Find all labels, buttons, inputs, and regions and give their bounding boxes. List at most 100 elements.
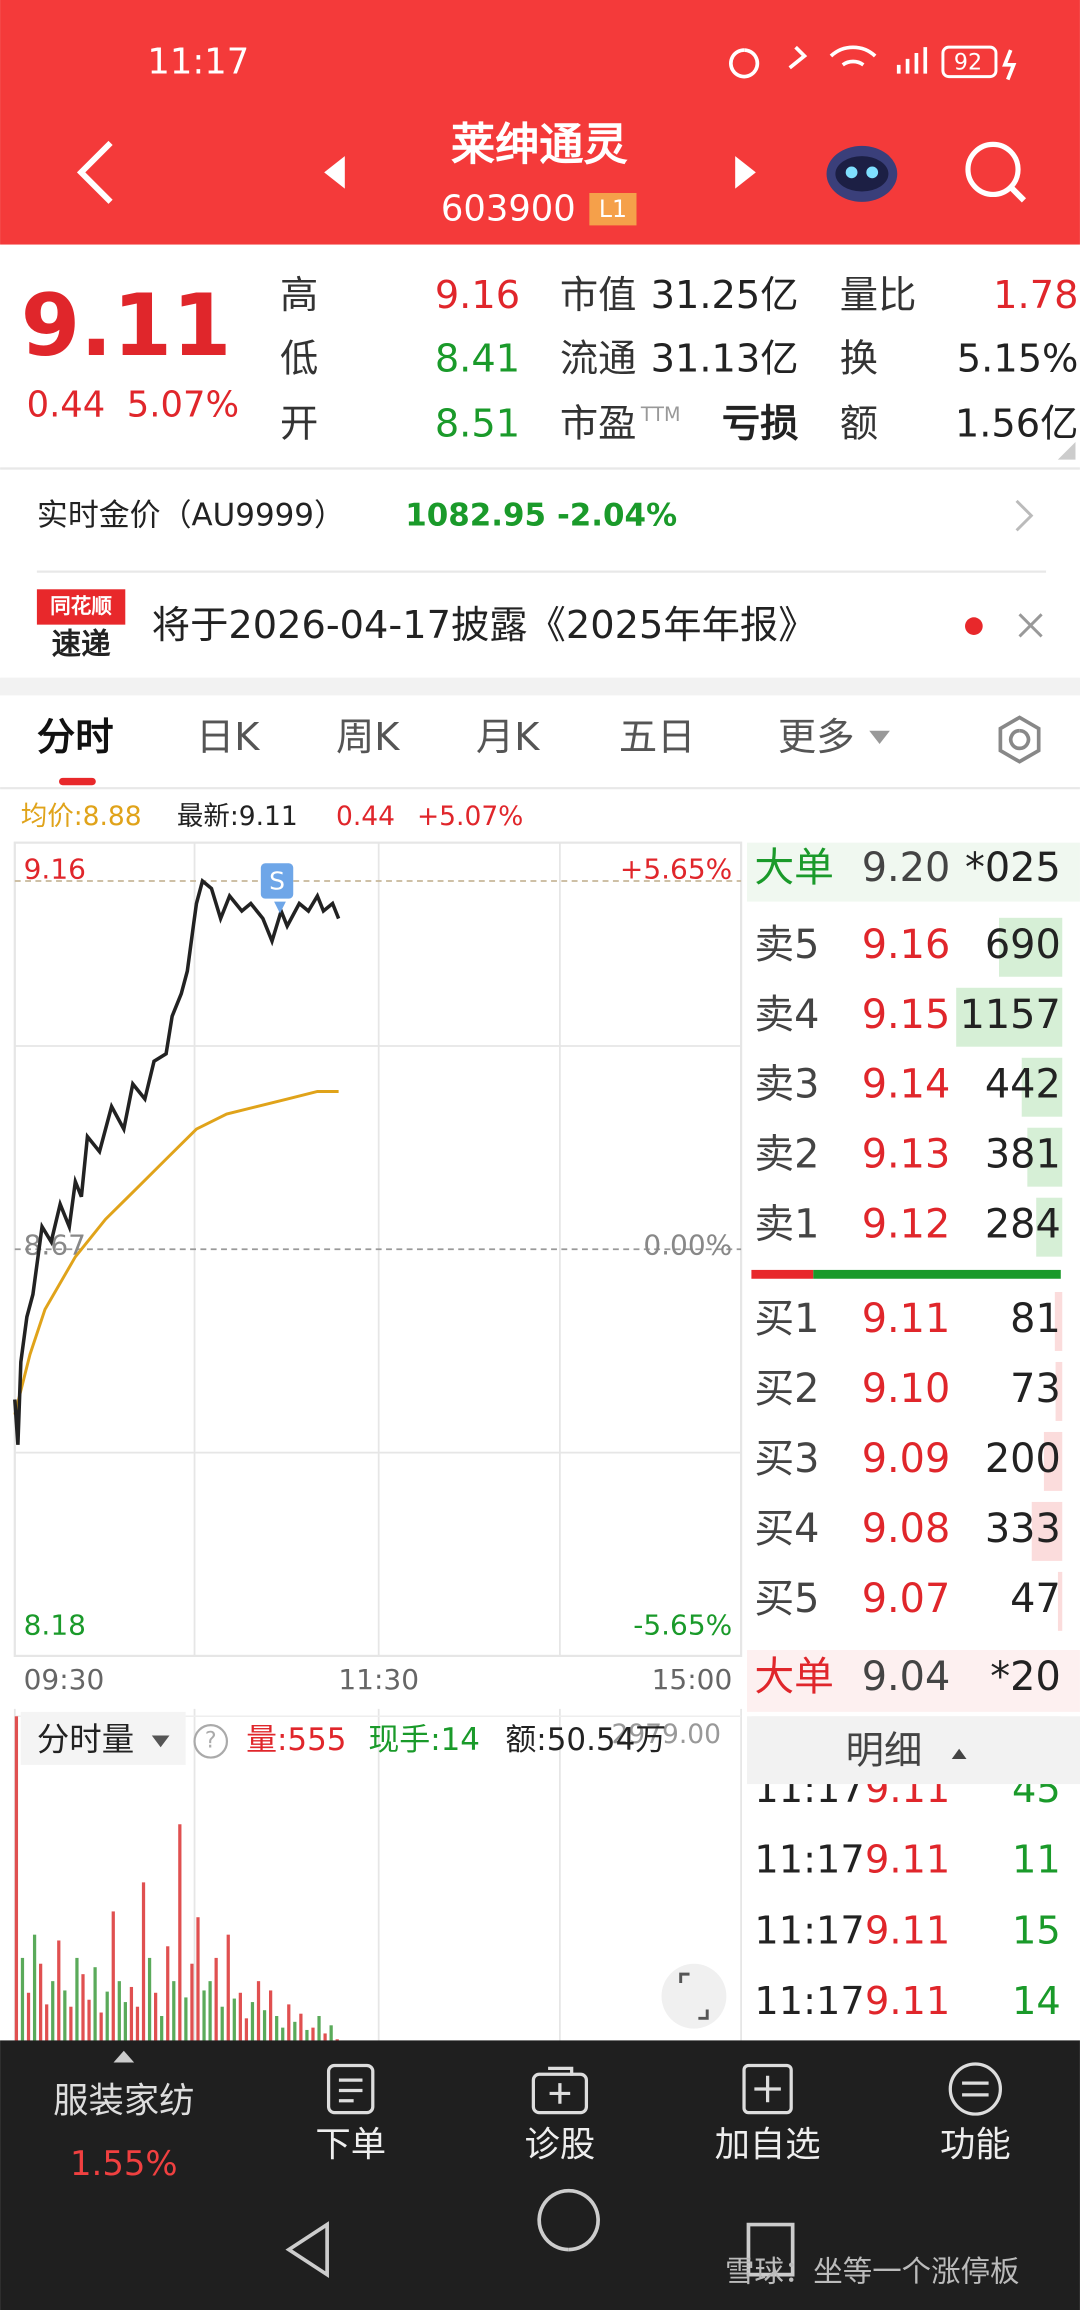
stat-label: 开: [280, 401, 318, 446]
nav-icons: [326, 2062, 1003, 2116]
volume-title[interactable]: 分时量: [37, 1720, 134, 1758]
settings-icon[interactable]: [998, 715, 1041, 764]
battery-level: 92: [954, 49, 982, 75]
book-volume: *20: [990, 1654, 1060, 1700]
volume-bar: [117, 1981, 121, 2063]
book-price: 9.16: [862, 922, 951, 968]
next-stock[interactable]: [735, 156, 756, 189]
price-line: [13, 877, 341, 1445]
trade-volume: 14: [1012, 1979, 1061, 2024]
book-label: 大单: [754, 845, 834, 891]
volume-bar: [75, 1957, 79, 2063]
sector-arrow: [113, 2050, 135, 2063]
volume-depth-bar: [1043, 1431, 1063, 1491]
header-bg: [0, 0, 1080, 245]
system-nav[interactable]: [285, 2188, 795, 2279]
assistant-icon[interactable]: [826, 145, 898, 202]
tab[interactable]: 日K: [196, 715, 260, 760]
volume-depth-bar: [1054, 1292, 1063, 1351]
volume-bar: [256, 1981, 261, 2063]
book-price: 9.07: [862, 1576, 951, 1622]
stat-label: 换: [840, 336, 878, 381]
nav-item[interactable]: 下单: [315, 2124, 386, 2165]
close-notice[interactable]: [1018, 613, 1043, 638]
volume-bar: [250, 2002, 255, 2063]
gold-label[interactable]: 实时金价（AU9999）: [37, 498, 345, 534]
book-price: 9.15: [862, 992, 951, 1038]
big-order-bg: [746, 842, 1080, 902]
book-price: 9.10: [862, 1366, 951, 1412]
nav-item[interactable]: 功能: [940, 2124, 1011, 2165]
volume-bar: [32, 1934, 37, 2063]
prev-stock[interactable]: [324, 156, 345, 189]
book-label: 卖4: [754, 992, 819, 1038]
detail-tab[interactable]: 明细: [846, 1729, 923, 1774]
latest-price: 最新:9.11: [177, 801, 298, 832]
trade-volume: 11: [1012, 1838, 1061, 1883]
stock-name: 莱绅通灵: [451, 119, 629, 170]
volume-bar: [232, 1998, 236, 2063]
book-label: 买2: [754, 1366, 819, 1412]
help-icon[interactable]: [193, 1724, 229, 1759]
volume-bar: [51, 1981, 55, 2063]
book-label: 买4: [754, 1506, 819, 1552]
stat-label-sup: TTM: [640, 403, 681, 426]
volume-bar: [147, 1957, 152, 2063]
stat-value: 31.13亿: [651, 336, 799, 381]
gold-chevron[interactable]: [1015, 499, 1034, 532]
stat-label: 低: [280, 336, 318, 381]
stat-label: 高: [280, 273, 318, 318]
nav-item[interactable]: 诊股: [525, 2124, 596, 2165]
price-axis-label: 9.16: [24, 853, 86, 886]
last-price: 9.11: [21, 277, 232, 376]
detail-arrow: [951, 1748, 967, 1760]
volume-bar: [26, 1992, 31, 2063]
status-icons: [729, 45, 1017, 81]
volume-bar: [129, 1986, 134, 2063]
volume-bar: [238, 1992, 242, 2063]
book-price: 9.13: [862, 1132, 951, 1178]
stat-label: 额: [840, 401, 878, 446]
stat-label: 量比: [840, 273, 917, 318]
separator: [0, 467, 1080, 790]
tab-underline: [58, 777, 96, 786]
volume-bar: [172, 1981, 176, 2063]
tab[interactable]: 五日: [619, 715, 696, 760]
avg-price: 均价:8.88: [21, 801, 142, 832]
volume-tick-label: 2979.00: [611, 1719, 721, 1750]
volume-bar: [178, 1824, 182, 2063]
volume-bar: [299, 2013, 303, 2063]
search-icon[interactable]: [965, 141, 1027, 203]
tab[interactable]: 分时: [37, 715, 114, 760]
book-price: 9.09: [862, 1436, 951, 1482]
stat-label: 市盈: [560, 401, 637, 446]
volume-bar: [287, 2004, 291, 2063]
battery-icon: [941, 45, 998, 79]
nav-item[interactable]: 加自选: [715, 2124, 821, 2165]
info-change-pct: +5.07%: [417, 801, 523, 832]
trade-price: 9.11: [865, 1979, 950, 2024]
volume-bar: [220, 2006, 224, 2063]
volume-depth-bar: [1036, 1197, 1063, 1257]
fullscreen-button[interactable]: [661, 1963, 727, 2029]
volume-bar: [196, 1917, 200, 2063]
watermark: 雪球：坐等一个涨停板: [725, 2255, 1020, 2289]
tab[interactable]: 周K: [336, 715, 400, 760]
stat-value: 31.25亿: [651, 273, 799, 318]
volume-depth-bar: [1055, 1361, 1063, 1421]
tab[interactable]: 月K: [476, 715, 540, 760]
back-button[interactable]: [76, 140, 113, 204]
price-change: 0.44: [27, 385, 106, 426]
sector-name[interactable]: 服装家纺: [53, 2080, 194, 2121]
ask-share: [813, 1269, 1061, 1279]
trade-time: 11:17: [754, 1908, 864, 1953]
tab[interactable]: 更多: [778, 715, 855, 760]
signal-marker: [260, 863, 294, 914]
book-price: 9.20: [862, 845, 951, 891]
volume-bar: [166, 1946, 170, 2063]
time-label: 15:00: [652, 1663, 733, 1696]
volume-bar: [93, 1967, 97, 2063]
notice-text[interactable]: 将于2026-04-17披露《2025年年报》: [152, 603, 817, 648]
volume-bar: [105, 1991, 109, 2063]
